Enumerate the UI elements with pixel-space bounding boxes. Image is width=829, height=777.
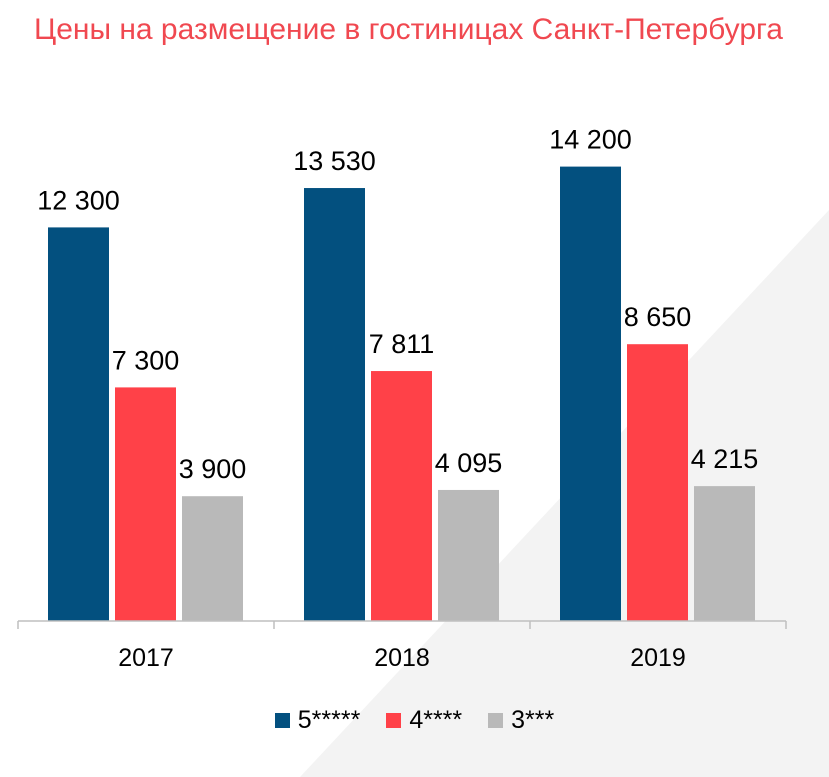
- bar-chart: 12 300 13 530 14 200 7 300 7 811 8 650 3 900 4 …: [17, 125, 787, 672]
- x-tick-label-2017: 2017: [118, 644, 174, 672]
- legend-swatch-5-star: [274, 713, 290, 728]
- legend-item-4-star: 4****: [386, 706, 462, 735]
- bar-2019-series-2: [627, 344, 688, 621]
- legend-swatch-3-star: [488, 713, 504, 728]
- x-tick-label-2018: 2018: [374, 644, 430, 672]
- chart-title: Цены на размещение в гостиницах Санкт-Пе…: [34, 13, 783, 46]
- legend-item-3-star: 3***: [488, 706, 554, 735]
- legend-swatch-4-star: [386, 713, 402, 728]
- legend-item-5-star: 5*****: [274, 706, 361, 735]
- legend-label-5-star: 5*****: [297, 706, 361, 734]
- legend-label-3-star: 3***: [511, 706, 555, 734]
- x-tick-label-2019: 2019: [630, 644, 686, 672]
- bar-2017-series-2: [115, 387, 176, 621]
- bar-2019-series-1: [560, 166, 621, 621]
- data-label-2017-series-2: 7 300: [112, 345, 180, 375]
- bar-2017-series-3: [182, 496, 243, 621]
- bar-2018-series-1: [304, 188, 365, 622]
- data-label-2018-series-1: 13 530: [293, 146, 376, 176]
- data-label-2019-series-3: 4 215: [691, 444, 759, 474]
- bar-2017-series-1: [48, 227, 109, 621]
- data-label-2017-series-3: 3 900: [179, 454, 247, 484]
- legend: 5***** 4**** 3***: [0, 706, 829, 735]
- data-label-2019-series-2: 8 650: [624, 302, 692, 332]
- data-label-2018-series-2: 7 811: [369, 329, 435, 359]
- data-label-2017-series-1: 12 300: [37, 185, 120, 215]
- bar-2018-series-2: [371, 371, 432, 621]
- data-label-2019-series-1: 14 200: [549, 125, 632, 155]
- bar-2018-series-3: [438, 489, 499, 621]
- bar-2019-series-3: [694, 486, 755, 621]
- data-label-2018-series-3: 4 095: [435, 448, 503, 478]
- legend-label-4-star: 4****: [409, 706, 463, 734]
